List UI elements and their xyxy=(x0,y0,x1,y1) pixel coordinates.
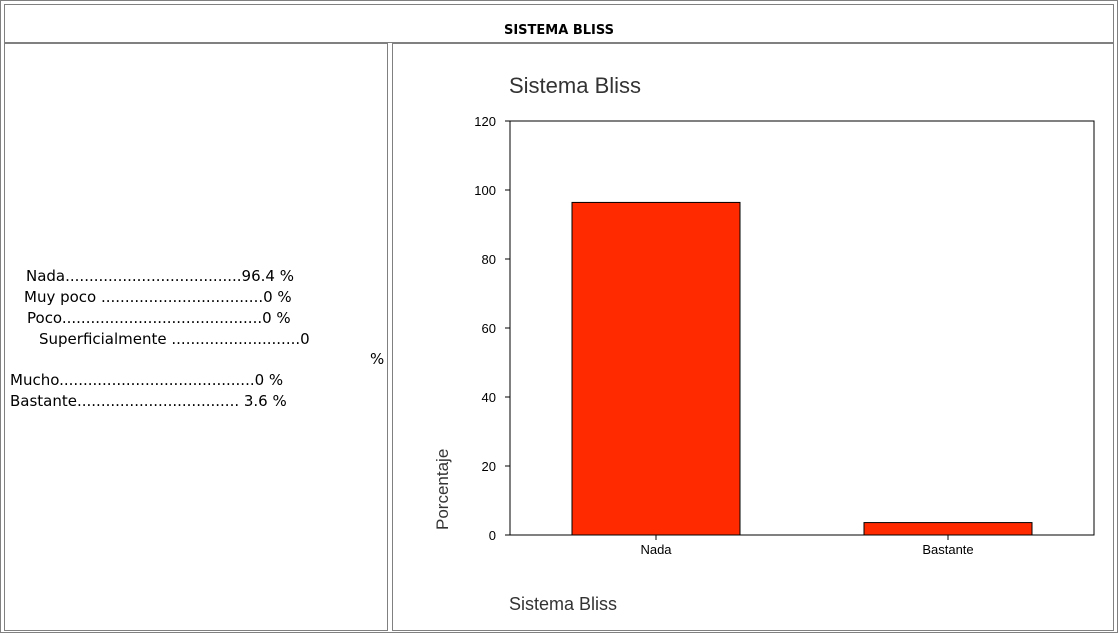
y-axis-label: Porcentaje xyxy=(433,449,452,530)
x-tick-label: Bastante xyxy=(922,542,973,557)
y-tick-label: 120 xyxy=(474,114,496,129)
chart-panel xyxy=(392,43,1114,631)
stat-mucho: Mucho...................................… xyxy=(10,371,284,389)
stat-nada: Nada....................................… xyxy=(26,267,294,285)
y-tick-label: 20 xyxy=(482,459,496,474)
bar xyxy=(571,201,741,536)
stat-bastante: Bastante................................… xyxy=(10,392,287,410)
stat-superficialmente: Superficialmente .......................… xyxy=(39,330,310,348)
y-tick-label: 60 xyxy=(482,321,496,336)
y-tick-label: 80 xyxy=(482,252,496,267)
stats-panel: Nada....................................… xyxy=(4,43,388,631)
y-tick-label: 100 xyxy=(474,183,496,198)
stat-superficialmente-unit: % xyxy=(370,350,385,368)
x-axis-label: Sistema Bliss xyxy=(509,594,617,614)
y-tick-label: 0 xyxy=(489,528,496,543)
stat-poco: Poco....................................… xyxy=(27,309,291,327)
page-title: SISTEMA BLISS xyxy=(503,23,614,38)
bar xyxy=(863,522,1033,536)
header-cell: SISTEMA BLISS xyxy=(4,4,1114,43)
x-tick-label: Nada xyxy=(640,542,672,557)
stat-muy-poco: Muy poco ...............................… xyxy=(24,288,292,306)
y-tick-label: 40 xyxy=(482,390,496,405)
chart-title: Sistema Bliss xyxy=(509,73,641,98)
